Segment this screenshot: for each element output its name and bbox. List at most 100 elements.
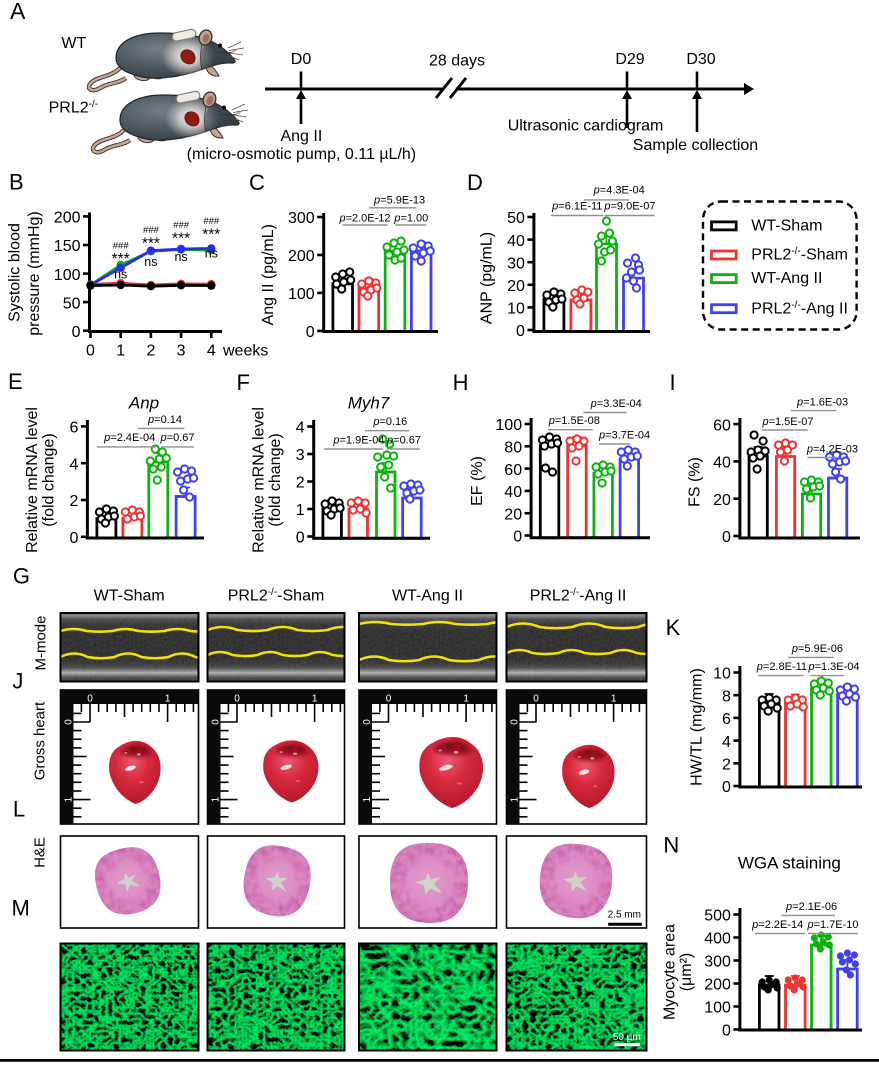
svg-text:PRL2-/--Sham: PRL2-/--Sham <box>228 587 325 605</box>
svg-text:***: *** <box>112 251 130 268</box>
svg-text:0: 0 <box>533 694 539 705</box>
svg-text:p=6.1E-11: p=6.1E-11 <box>551 200 602 212</box>
svg-text:p=5.9E-06: p=5.9E-06 <box>791 643 843 655</box>
svg-text:EF (%): EF (%) <box>469 456 486 506</box>
svg-text:p=1.7E-10: p=1.7E-10 <box>806 919 858 931</box>
svg-text:(fold change): (fold change) <box>41 433 58 526</box>
svg-text:1: 1 <box>64 796 75 802</box>
svg-text:8: 8 <box>722 688 731 705</box>
svg-text:weeks: weeks <box>222 343 268 360</box>
svg-text:100: 100 <box>54 267 81 284</box>
svg-text:N: N <box>663 833 679 858</box>
svg-text:3: 3 <box>296 447 305 464</box>
svg-text:50: 50 <box>507 210 525 227</box>
svg-text:28 days: 28 days <box>429 53 485 70</box>
svg-text:###: ### <box>113 240 130 251</box>
svg-text:20: 20 <box>507 278 525 295</box>
svg-text:50 µm: 50 µm <box>613 1032 641 1043</box>
svg-text:500: 500 <box>704 908 731 925</box>
svg-text:p=0.14: p=0.14 <box>147 414 182 426</box>
svg-text:2: 2 <box>146 343 155 360</box>
svg-text:pressure (mmHg): pressure (mmHg) <box>26 211 43 335</box>
svg-text:400: 400 <box>704 931 731 948</box>
svg-text:WT-Ang II: WT-Ang II <box>392 588 463 605</box>
svg-text:1: 1 <box>296 502 305 519</box>
svg-text:G: G <box>13 563 30 588</box>
svg-text:ns: ns <box>174 250 187 264</box>
svg-text:p=2.4E-04: p=2.4E-04 <box>103 432 155 444</box>
svg-text:p=4.2E-03: p=4.2E-03 <box>806 443 858 455</box>
svg-text:0: 0 <box>516 323 525 340</box>
svg-text:0: 0 <box>69 530 78 547</box>
svg-text:p=1.5E-07: p=1.5E-07 <box>761 416 813 428</box>
svg-text:4: 4 <box>207 343 216 360</box>
svg-text:0: 0 <box>86 343 95 360</box>
svg-text:I: I <box>670 370 676 395</box>
svg-text:0: 0 <box>234 694 240 705</box>
svg-text:A: A <box>10 0 26 24</box>
svg-text:0: 0 <box>510 719 521 725</box>
svg-text:Relative mRNA level: Relative mRNA level <box>250 407 267 553</box>
svg-text:1: 1 <box>510 796 521 802</box>
svg-text:0: 0 <box>386 694 392 705</box>
svg-text:C: C <box>249 170 265 195</box>
svg-text:0: 0 <box>306 324 315 341</box>
svg-text:p=1.3E-04: p=1.3E-04 <box>807 661 859 673</box>
svg-text:200: 200 <box>288 248 315 265</box>
svg-text:p=1.00: p=1.00 <box>393 212 428 224</box>
svg-text:0: 0 <box>296 530 305 547</box>
svg-text:1: 1 <box>611 694 617 705</box>
svg-text:H: H <box>453 370 469 395</box>
svg-text:J: J <box>12 669 23 694</box>
svg-text:p=0.16: p=0.16 <box>372 416 407 428</box>
svg-text:30: 30 <box>507 255 525 272</box>
svg-text:(μm²): (μm²) <box>678 953 695 992</box>
svg-text:WT-Sham: WT-Sham <box>94 588 165 605</box>
svg-text:p=4.3E-04: p=4.3E-04 <box>593 185 645 197</box>
svg-text:20: 20 <box>504 506 522 523</box>
svg-text:1: 1 <box>165 694 171 705</box>
svg-text:p=2.2E-14: p=2.2E-14 <box>751 919 803 931</box>
svg-text:p=1.6E-03: p=1.6E-03 <box>796 397 848 409</box>
svg-text:(micro-osmotic pump, 0.11 µL/h: (micro-osmotic pump, 0.11 µL/h) <box>187 146 416 163</box>
svg-text:3: 3 <box>177 343 186 360</box>
svg-text:FS (%): FS (%) <box>687 457 704 507</box>
svg-text:PRL2-/--Ang II: PRL2-/--Ang II <box>530 587 627 605</box>
svg-text:###: ### <box>143 225 160 236</box>
svg-text:ns: ns <box>205 247 218 261</box>
svg-text:WT-Sham: WT-Sham <box>751 218 822 235</box>
svg-text:4: 4 <box>69 456 78 473</box>
svg-text:(fold change): (fold change) <box>267 433 284 526</box>
svg-text:0: 0 <box>722 529 731 546</box>
svg-text:p=2.1E-06: p=2.1E-06 <box>785 901 837 913</box>
svg-text:PRL2-/-: PRL2-/- <box>49 99 98 117</box>
svg-text:10: 10 <box>507 301 525 318</box>
svg-text:p=2.8E-11: p=2.8E-11 <box>756 661 807 673</box>
svg-text:p=3.3E-04: p=3.3E-04 <box>590 398 642 410</box>
svg-text:K: K <box>666 615 681 640</box>
svg-text:p=0.67: p=0.67 <box>160 432 195 444</box>
svg-text:1: 1 <box>312 694 318 705</box>
svg-text:4: 4 <box>722 734 731 751</box>
svg-text:H&E: H&E <box>31 837 48 868</box>
svg-text:Ultrasonic cardiogram: Ultrasonic cardiogram <box>508 118 664 135</box>
svg-text:100: 100 <box>704 1000 731 1017</box>
svg-text:100: 100 <box>288 286 315 303</box>
svg-text:WT: WT <box>61 35 86 52</box>
svg-text:1: 1 <box>116 343 125 360</box>
svg-text:p=1.9E-04: p=1.9E-04 <box>332 435 384 447</box>
svg-text:ns: ns <box>144 255 157 269</box>
svg-text:0: 0 <box>722 1023 731 1040</box>
svg-text:6: 6 <box>69 420 78 437</box>
svg-text:D30: D30 <box>686 51 715 68</box>
svg-text:2: 2 <box>296 475 305 492</box>
svg-text:p=0.67: p=0.67 <box>386 435 421 447</box>
svg-text:p=5.9E-13: p=5.9E-13 <box>373 195 425 207</box>
svg-text:0: 0 <box>722 779 731 796</box>
svg-text:PRL2-/--Ang II: PRL2-/--Ang II <box>751 300 848 318</box>
svg-text:0: 0 <box>513 529 522 546</box>
svg-text:D: D <box>467 170 483 195</box>
svg-text:1: 1 <box>362 796 373 802</box>
svg-text:HW/TL (mg/mm): HW/TL (mg/mm) <box>689 668 706 786</box>
svg-text:Ang II: Ang II <box>280 128 322 145</box>
